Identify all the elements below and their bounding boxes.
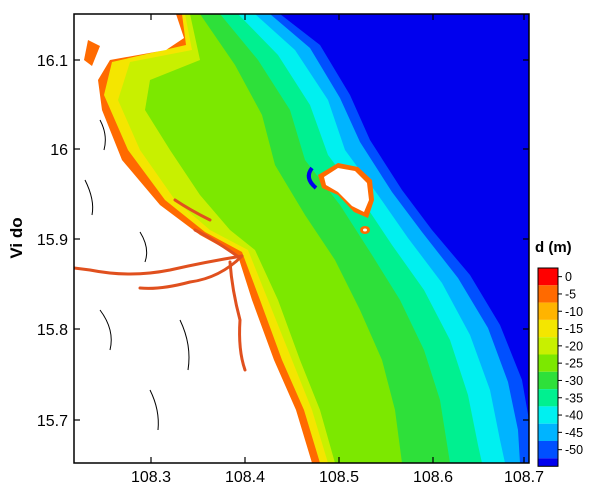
y-tick-label: 16 [50,142,68,159]
legend-label: -25 [565,357,583,371]
plot-area [74,14,529,463]
legend-label: -10 [565,305,583,319]
legend-title: d (m) [535,239,572,256]
land-region [74,14,312,463]
land-contours [84,119,190,431]
legend-label: -40 [565,409,583,423]
legend-label: -35 [565,391,583,405]
legend-swatch [538,354,558,372]
x-tick-label: 108.6 [413,469,453,486]
axis-ticks: 108.3 108.4 108.5 108.6 108.7 16.1 16 15.9 15.8 1… [37,14,544,486]
x-tick-label: 108.4 [225,469,265,486]
legend-swatch [538,302,558,320]
x-tick-label: 108.7 [504,469,544,486]
legend-label: 0 [565,270,572,284]
legend-label: -20 [565,339,583,353]
river-network [74,198,247,372]
scour-channel [306,166,318,190]
legend-swatch [538,406,558,424]
x-tick-label: 108.5 [319,469,359,486]
legend-swatch [538,268,558,286]
legend: 0 -5 -10 -15 -20 -25 -30 -35 -40 -45 -50 [537,267,583,467]
y-tick-label: 16.1 [37,53,68,70]
y-tick-label: 15.8 [37,322,68,339]
island [324,168,369,212]
y-axis-title: Vi do [7,217,26,258]
legend-label: -50 [565,443,583,457]
legend-swatch [538,319,558,338]
legend-swatch [538,389,558,407]
legend-label: -45 [565,426,583,440]
legend-swatch [538,441,558,459]
x-tick-label: 108.3 [131,469,171,486]
legend-swatch [538,371,558,390]
legend-swatch [538,423,558,441]
legend-label: -15 [565,322,583,336]
legend-label: -5 [565,287,576,301]
y-tick-label: 15.7 [37,413,68,430]
lagoon [84,40,100,66]
y-tick-label: 15.9 [37,232,68,249]
legend-label: -30 [565,374,583,388]
legend-swatch [538,337,558,355]
legend-swatch [538,285,558,303]
